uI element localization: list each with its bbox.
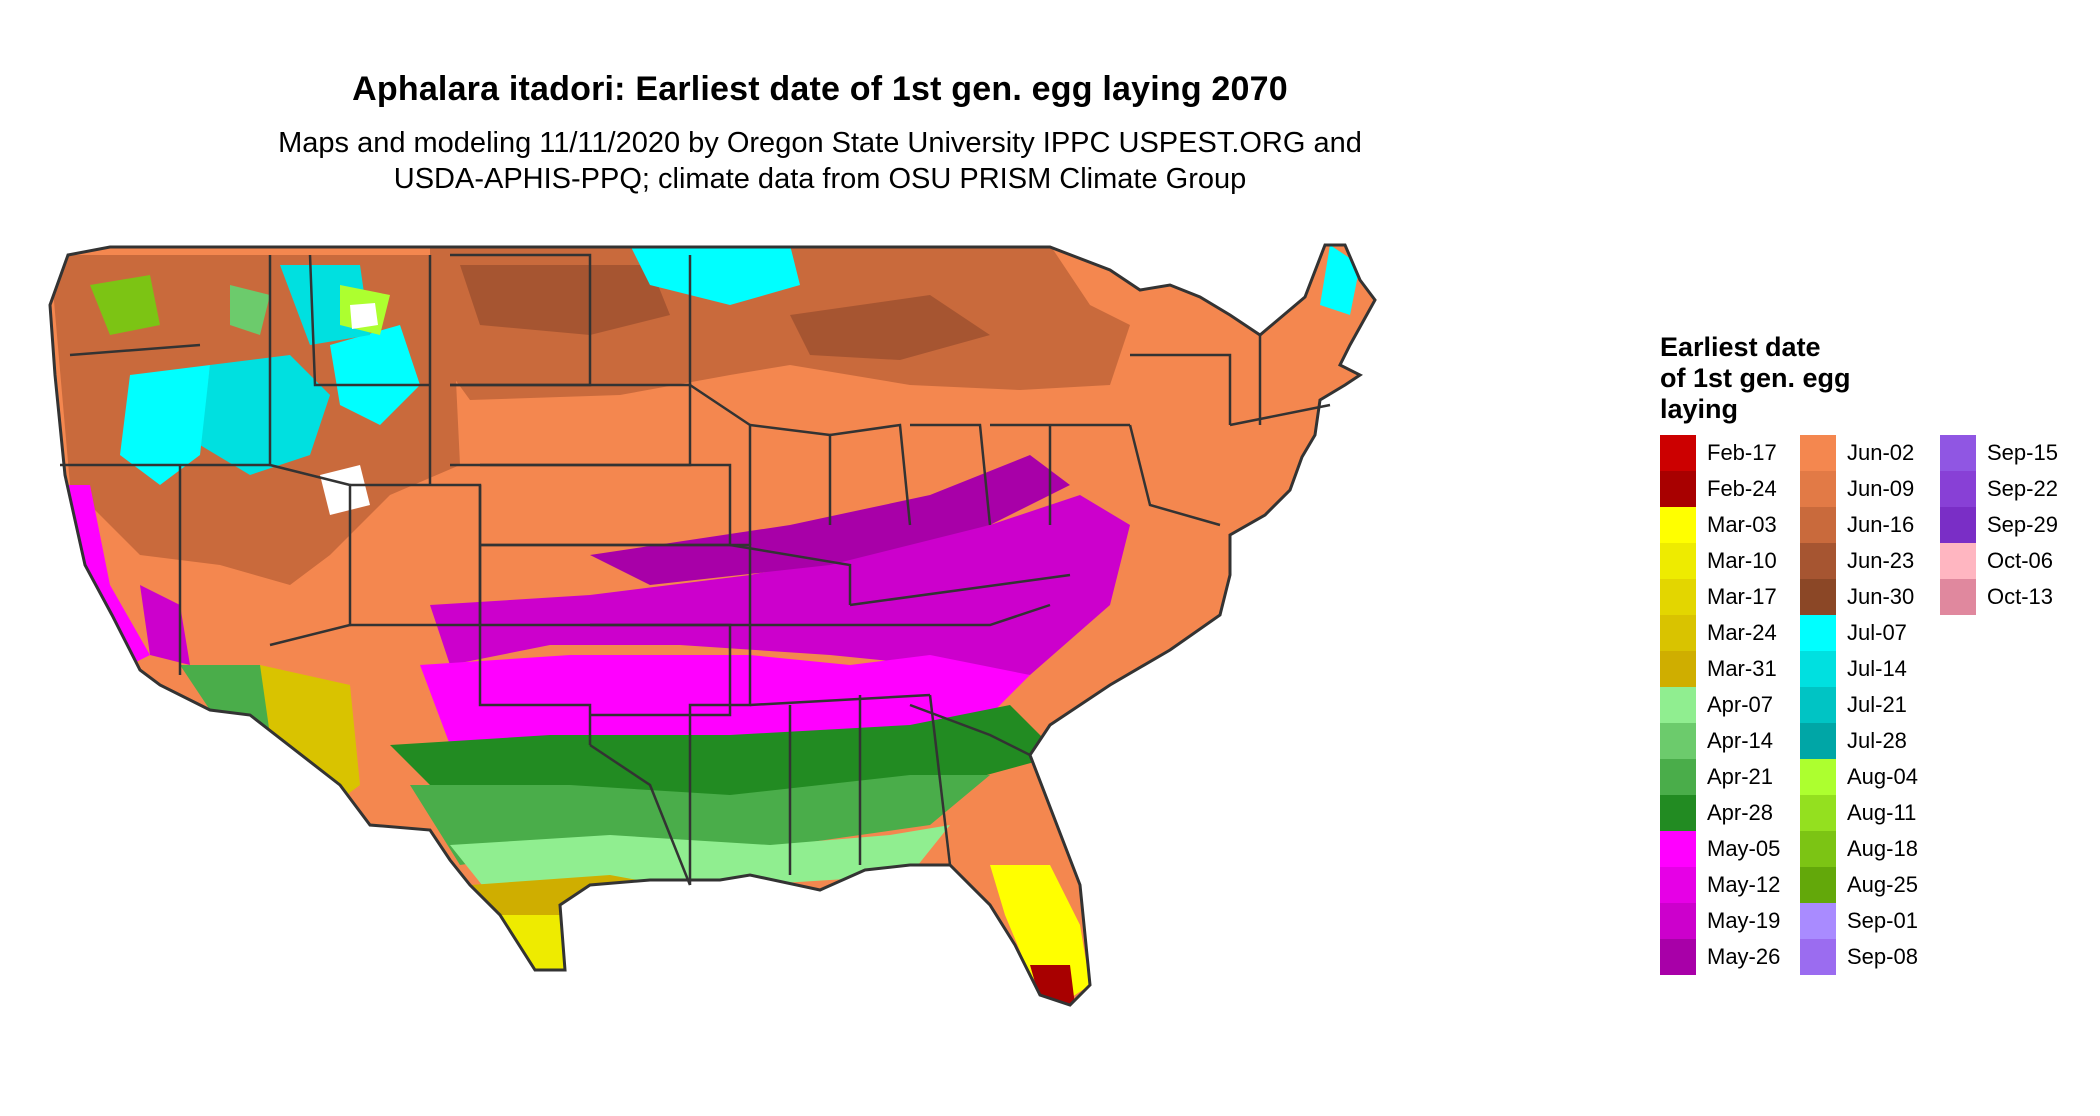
legend-swatch [1800,939,1836,975]
legend-label: Mar-17 [1707,584,1777,609]
legend-label: Jul-21 [1847,692,1907,717]
legend-swatch [1660,507,1696,543]
legend-label: Mar-10 [1707,548,1777,573]
legend-swatch [1940,507,1976,543]
legend-swatch [1660,723,1696,759]
legend-label: Aug-11 [1847,800,1917,825]
legend-swatch [1800,651,1836,687]
legend-swatch [1800,903,1836,939]
legend-swatch [1660,795,1696,831]
legend-swatch [1660,615,1696,651]
legend-swatch [1940,543,1976,579]
map-subtitle-line-2: USDA-APHIS-PPQ; climate data from OSU PR… [393,163,1247,195]
legend-swatch [1800,543,1836,579]
legend-label: Jul-14 [1847,656,1907,681]
legend-label: Jul-07 [1847,620,1907,645]
legend-swatch [1800,615,1836,651]
legend-swatch [1800,867,1836,903]
legend-swatch [1800,831,1836,867]
legend-swatch [1800,759,1836,795]
legend-label: Mar-03 [1707,512,1777,537]
legend-label: Jun-02 [1847,440,1915,465]
legend-label: Jun-09 [1847,476,1915,501]
legend-label: Jun-23 [1847,548,1915,573]
legend-title-line-2: of 1st gen. egg [1660,363,1851,393]
legend-label: Sep-08 [1847,944,1918,969]
legend-title-line-3: laying [1660,394,1739,424]
legend-label: May-19 [1707,908,1781,933]
legend-label: Sep-01 [1847,908,1918,933]
legend-label: Sep-22 [1987,476,2058,501]
legend-swatch [1660,579,1696,615]
legend-label: Aug-04 [1847,764,1918,789]
legend-label: Oct-06 [1987,548,2054,573]
legend-label: Sep-15 [1987,440,2058,465]
legend-swatch [1660,543,1696,579]
legend-title: Earliest date of 1st gen. egg laying [1660,332,1851,425]
legend-swatch [1940,579,1976,615]
legend-label: Apr-28 [1707,800,1774,825]
legend-swatch [1800,471,1836,507]
us-phenology-map [48,243,1377,1007]
legend-swatch [1940,435,1976,471]
legend-swatch [1800,507,1836,543]
legend-swatch [1660,435,1696,471]
legend-swatch [1660,867,1696,903]
legend-swatch [1940,471,1976,507]
legend-swatch [1660,759,1696,795]
legend-label: Apr-14 [1707,728,1774,753]
legend-swatch [1660,471,1696,507]
legend-label: Feb-24 [1707,476,1777,501]
legend-label: Apr-21 [1707,764,1774,789]
legend-swatch [1800,795,1836,831]
legend-label: Aug-18 [1847,836,1918,861]
legend-label: Jun-16 [1847,512,1915,537]
legend-label: Jul-28 [1847,728,1907,753]
legend-label: Apr-07 [1707,692,1774,717]
legend-label: Feb-17 [1707,440,1777,465]
legend-label: May-12 [1707,872,1781,897]
legend-label: Mar-31 [1707,656,1777,681]
legend-label: Aug-25 [1847,872,1918,897]
legend-label: Jun-30 [1847,584,1915,609]
legend-swatch [1800,435,1836,471]
legend-swatch [1660,831,1696,867]
legend-label: Mar-24 [1707,620,1777,645]
legend-swatch [1660,687,1696,723]
legend-swatch [1800,579,1836,615]
legend-label: May-05 [1707,836,1781,861]
legend-swatch [1660,903,1696,939]
map-subtitle-line-1: Maps and modeling 11/11/2020 by Oregon S… [278,127,1362,159]
legend-label: Sep-29 [1987,512,2058,537]
legend-label: May-26 [1707,944,1781,969]
legend-label: Oct-13 [1987,584,2054,609]
legend-title-line-1: Earliest date [1660,332,1821,362]
legend-swatch [1800,723,1836,759]
map-title: Aphalara itadori: Earliest date of 1st g… [352,70,1288,108]
legend-swatch [1660,939,1696,975]
legend-swatch [1800,687,1836,723]
legend-swatch [1660,651,1696,687]
